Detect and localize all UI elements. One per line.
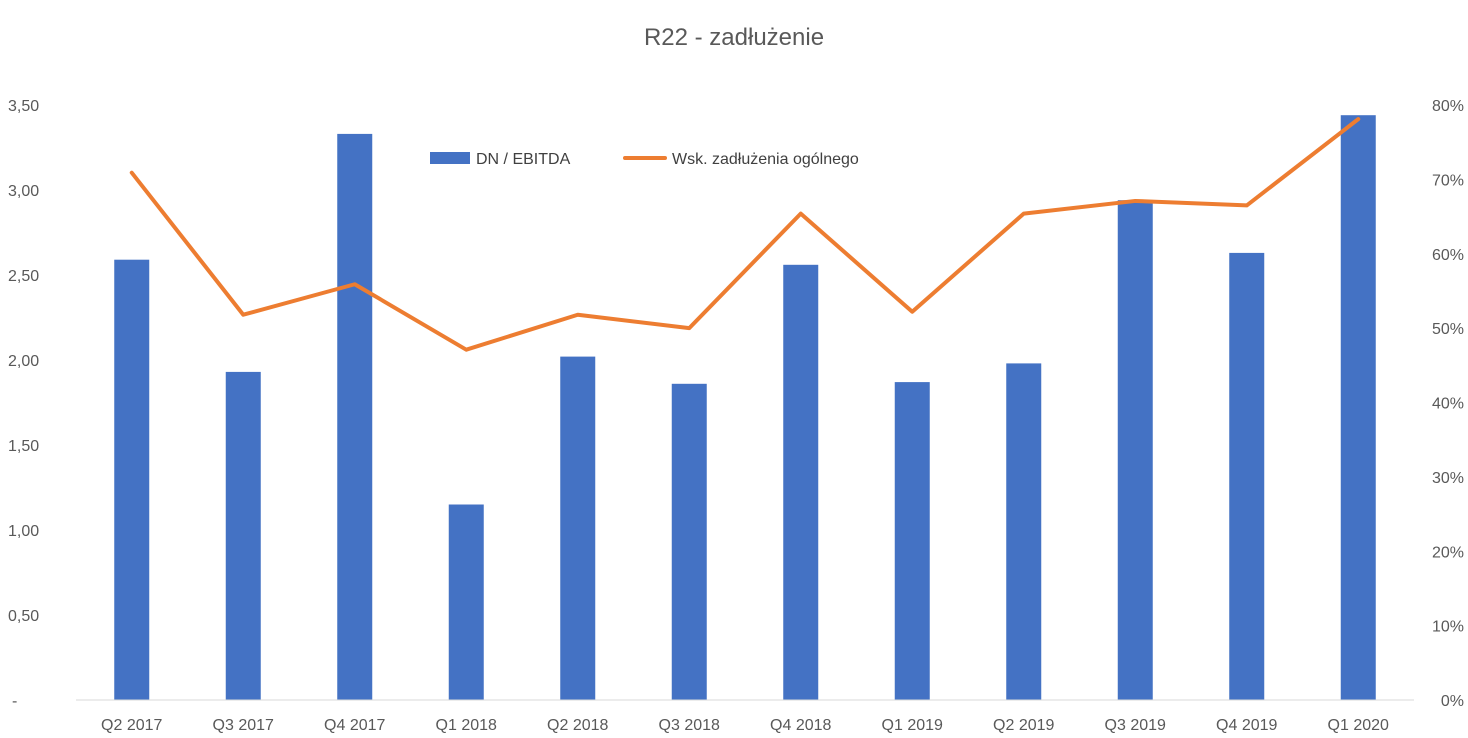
right-tick-label: 10% — [1432, 619, 1464, 636]
left-tick-label: 2,00 — [8, 353, 39, 370]
left-tick-label: 3,50 — [8, 98, 39, 115]
bar — [114, 260, 149, 700]
x-tick-label: Q3 2019 — [1105, 717, 1166, 734]
bar — [226, 372, 261, 700]
x-tick-label: Q4 2018 — [770, 717, 831, 734]
x-tick-label: Q3 2018 — [659, 717, 720, 734]
x-axis-ticks: Q2 2017 Q3 2017 Q4 2017 Q1 2018 Q2 2018 Q3 20… — [101, 717, 1389, 734]
right-axis-ticks: 0% 10% 20% 30% 40% 50% 60% 70% 80% — [1432, 98, 1464, 710]
bar — [337, 134, 372, 700]
right-tick-label: 40% — [1432, 396, 1464, 413]
x-tick-label: Q4 2019 — [1216, 717, 1277, 734]
bar — [1118, 200, 1153, 700]
left-tick-label: 0,50 — [8, 608, 39, 625]
bar — [672, 384, 707, 700]
left-tick-label: 3,00 — [8, 183, 39, 200]
right-tick-label: 20% — [1432, 544, 1464, 561]
right-tick-label: 60% — [1432, 247, 1464, 264]
x-tick-label: Q2 2019 — [993, 717, 1054, 734]
left-tick-label: 2,50 — [8, 268, 39, 285]
legend-label-bar: DN / EBITDA — [476, 151, 571, 168]
right-tick-label: 70% — [1432, 172, 1464, 189]
right-tick-label: 80% — [1432, 98, 1464, 115]
bar — [1006, 363, 1041, 700]
chart: R22 - zadłużenie - 0,50 1,00 1,50 2,00 2,50 3,… — [0, 0, 1468, 738]
x-tick-label: Q2 2017 — [101, 717, 162, 734]
left-tick-label: 1,00 — [8, 523, 39, 540]
chart-title: R22 - zadłużenie — [644, 24, 824, 51]
x-tick-label: Q2 2018 — [547, 717, 608, 734]
x-tick-label: Q3 2017 — [213, 717, 274, 734]
bar — [783, 265, 818, 700]
legend-label-line: Wsk. zadłużenia ogólnego — [672, 151, 859, 168]
left-axis-ticks: - 0,50 1,00 1,50 2,00 2,50 3,00 3,50 — [8, 98, 39, 710]
bar — [449, 505, 484, 701]
bar — [1341, 115, 1376, 700]
right-tick-label: 50% — [1432, 321, 1464, 338]
bar — [895, 382, 930, 700]
x-tick-label: Q1 2020 — [1328, 717, 1389, 734]
right-tick-label: 30% — [1432, 470, 1464, 487]
left-tick-label: 1,50 — [8, 438, 39, 455]
left-tick-label: - — [12, 693, 17, 710]
x-tick-label: Q1 2019 — [882, 717, 943, 734]
bar — [1229, 253, 1264, 700]
x-tick-label: Q1 2018 — [436, 717, 497, 734]
bar — [560, 357, 595, 700]
legend-swatch-bar — [430, 152, 470, 164]
right-tick-label: 0% — [1441, 693, 1464, 710]
x-tick-label: Q4 2017 — [324, 717, 385, 734]
legend: DN / EBITDA Wsk. zadłużenia ogólnego — [430, 151, 859, 168]
